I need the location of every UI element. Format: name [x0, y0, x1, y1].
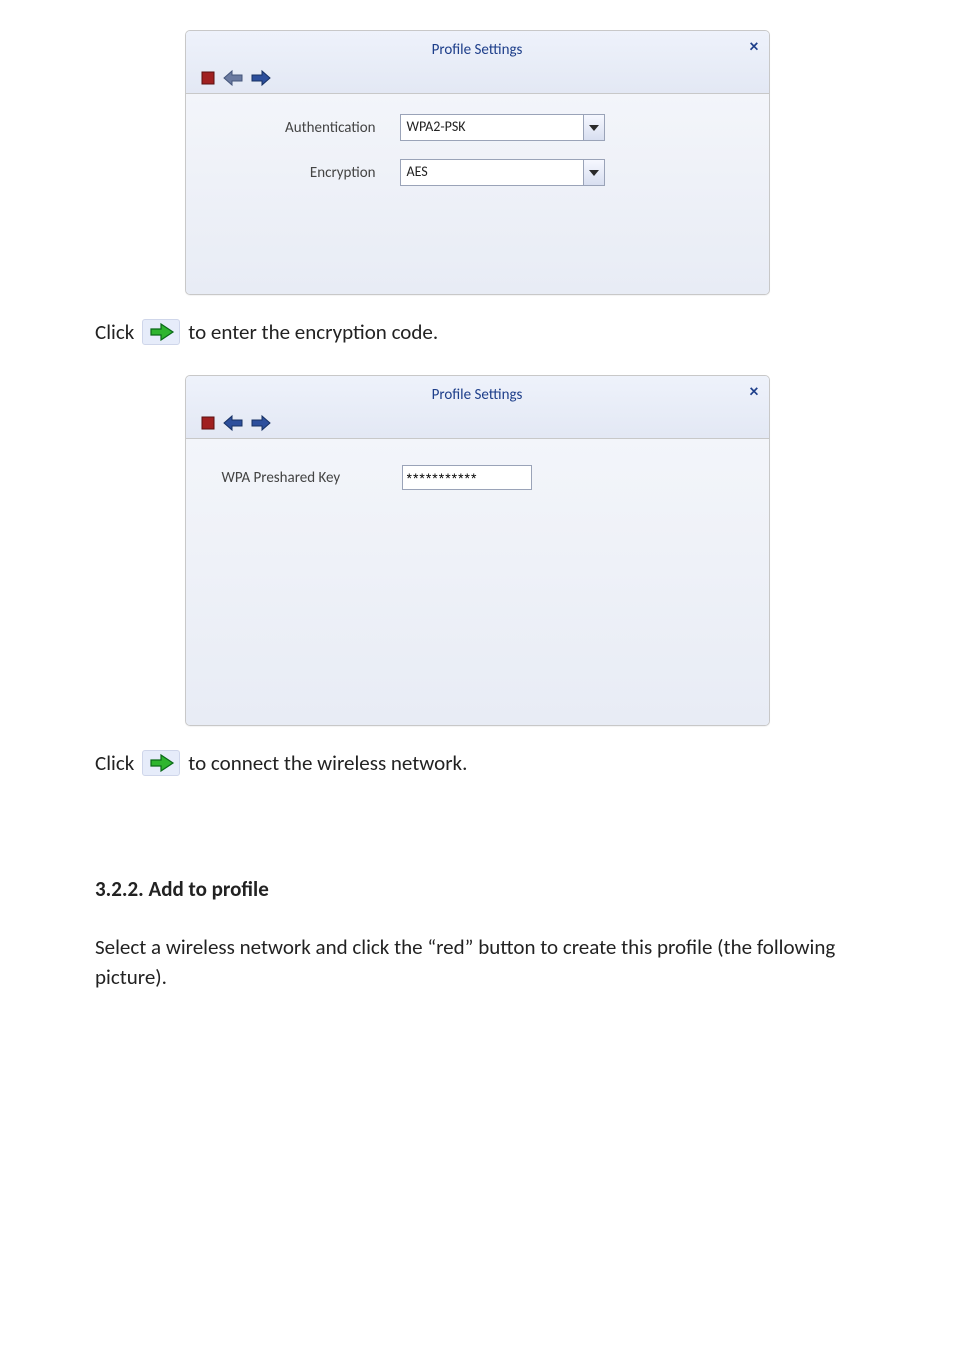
panel2-header: Profile Settings ×	[186, 376, 769, 439]
panel2-body: WPA Preshared Key	[186, 439, 769, 725]
profile-settings-panel-2: Profile Settings × WPA Preshared Key	[185, 375, 770, 726]
authentication-select[interactable]: WPA2-PSK	[400, 114, 605, 141]
authentication-row: Authentication WPA2-PSK	[216, 114, 739, 141]
panel2-title: Profile Settings	[186, 386, 769, 404]
instr2-prefix: Click	[95, 750, 134, 776]
back-arrow-icon[interactable]	[222, 69, 244, 87]
forward-arrow-badge	[142, 750, 180, 776]
stop-icon[interactable]	[200, 70, 216, 86]
wpa-key-row: WPA Preshared Key	[216, 465, 739, 490]
authentication-label: Authentication	[216, 119, 400, 137]
encryption-label: Encryption	[216, 164, 400, 182]
close-icon[interactable]: ×	[750, 37, 759, 55]
close-icon[interactable]: ×	[750, 382, 759, 400]
chevron-down-icon	[583, 160, 604, 185]
wpa-key-label: WPA Preshared Key	[216, 469, 402, 487]
back-arrow-icon[interactable]	[222, 414, 244, 432]
page: Profile Settings × Authentication WPA2-P…	[0, 0, 954, 1351]
panel1-header: Profile Settings ×	[186, 31, 769, 94]
instruction-1: Click to enter the encryption code.	[95, 319, 859, 345]
forward-arrow-badge	[142, 319, 180, 345]
forward-arrow-icon[interactable]	[250, 69, 272, 87]
forward-arrow-icon[interactable]	[250, 414, 272, 432]
encryption-row: Encryption AES	[216, 159, 739, 186]
stop-icon[interactable]	[200, 415, 216, 431]
panel1-title: Profile Settings	[186, 41, 769, 59]
instr1-suffix: to enter the encryption code.	[188, 319, 438, 345]
section-heading: 3.2.2. Add to profile	[95, 876, 859, 902]
section-paragraph: Select a wireless network and click the …	[95, 932, 859, 993]
encryption-select[interactable]: AES	[400, 159, 605, 186]
panel1-nav	[200, 69, 272, 87]
encryption-value: AES	[401, 160, 583, 185]
instr1-prefix: Click	[95, 319, 134, 345]
spacer	[216, 204, 739, 264]
profile-settings-panel-1: Profile Settings × Authentication WPA2-P…	[185, 30, 770, 295]
instruction-2: Click to connect the wireless network.	[95, 750, 859, 776]
authentication-value: WPA2-PSK	[401, 115, 583, 140]
chevron-down-icon	[583, 115, 604, 140]
wpa-key-input[interactable]	[402, 465, 532, 490]
instr2-suffix: to connect the wireless network.	[188, 750, 467, 776]
panel2-nav	[200, 414, 272, 432]
panel1-body: Authentication WPA2-PSK Encryption AES	[186, 94, 769, 294]
